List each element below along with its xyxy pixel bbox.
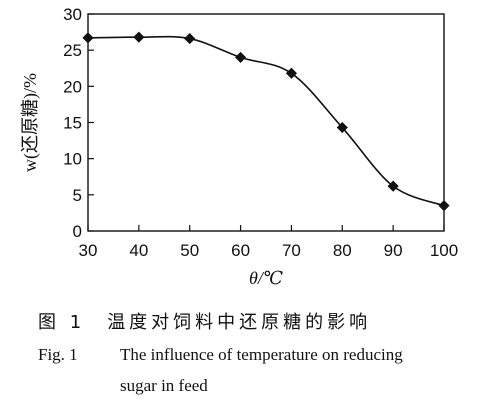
series-line [87, 35, 445, 207]
x-tick-label: 70 [282, 241, 301, 260]
data-point-diamond [184, 33, 196, 45]
data-point-diamond [336, 121, 348, 134]
plot-frame [87, 13, 445, 232]
figure-caption-english: Fig. 1 The influence of temperature on re… [38, 346, 488, 394]
x-tick-label: 50 [180, 241, 199, 260]
figure-caption-chinese: 图 1 温度对饲料中还原糖的影响 [38, 308, 371, 334]
x-axis-title: θ/℃ [249, 268, 283, 288]
y-axis-title: w(还原糖)/% [20, 73, 41, 172]
y-tick-label: 25 [63, 41, 82, 60]
x-tick-label: 80 [333, 241, 352, 260]
y-tick-label: 20 [63, 77, 82, 96]
caption-en-number: Fig. 1 [38, 345, 78, 364]
x-tick-label: 60 [231, 241, 250, 260]
x-tick-label: 100 [430, 241, 458, 260]
data-point-diamond [82, 32, 94, 44]
y-tick-label: 0 [73, 222, 82, 241]
data-point-diamond [235, 51, 247, 63]
y-tick-label: 10 [63, 150, 82, 169]
temperature-reducing-sugar-chart: 30 40 50 60 70 80 90 100 0 5 10 15 20 25 30 θ/℃ w(还原糖)/% [20, 5, 458, 288]
data-point-diamond [438, 200, 450, 212]
y-tick-label: 5 [73, 186, 82, 205]
caption-zh-text: 温度对饲料中还原糖的影响 [107, 312, 372, 333]
x-tick-label: 30 [79, 241, 98, 260]
data-point-diamond [133, 31, 145, 43]
y-tick-label: 15 [63, 114, 82, 133]
data-point-diamond [387, 180, 399, 192]
y-tick-label: 30 [63, 5, 82, 24]
data-point-diamond [285, 67, 297, 79]
x-tick-label: 90 [384, 241, 403, 260]
x-tick-label: 40 [129, 241, 148, 260]
caption-zh-number: 图 1 [38, 312, 86, 333]
caption-en-line2: sugar in feed [120, 376, 208, 395]
caption-en-line1: The influence of temperature on reducing [120, 345, 403, 364]
